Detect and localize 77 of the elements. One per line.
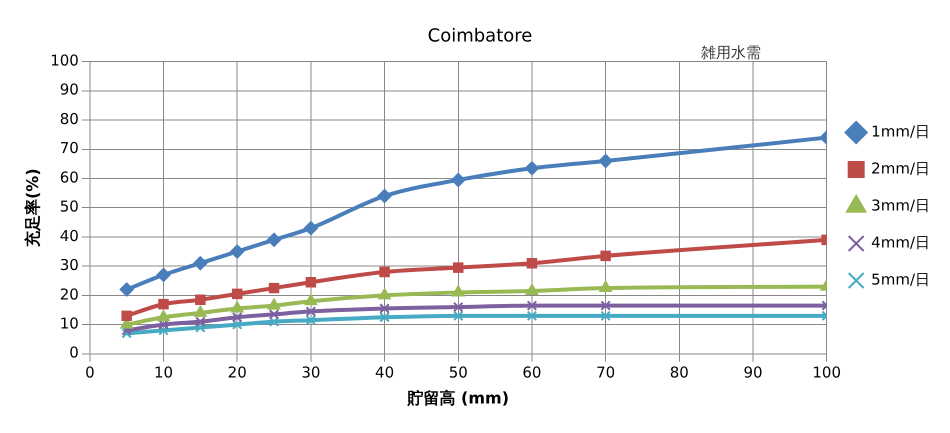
y-tick-label: 60	[60, 168, 79, 186]
point	[453, 302, 464, 312]
x-tick-label: 90	[743, 364, 763, 382]
y-tick-label: 20	[60, 285, 79, 304]
x-tick-label: 70	[596, 364, 616, 382]
point	[232, 288, 242, 300]
point	[306, 314, 316, 326]
x-axis-title: 貯留高 (mm)	[406, 388, 510, 408]
point	[379, 312, 390, 323]
point	[195, 316, 206, 327]
y-tick-label: 10	[60, 314, 79, 332]
point	[526, 284, 538, 295]
point	[156, 268, 171, 282]
point	[524, 161, 539, 176]
point	[193, 256, 208, 270]
point	[306, 306, 316, 317]
point	[379, 266, 390, 278]
point	[232, 319, 242, 330]
x-tick-label: 60	[522, 364, 542, 382]
point	[526, 300, 538, 311]
point	[600, 250, 611, 262]
x-tick-label: 0	[85, 364, 95, 382]
point	[268, 282, 280, 294]
point	[157, 310, 170, 322]
point	[120, 282, 134, 297]
y-tick-label: 0	[69, 344, 79, 362]
point	[379, 303, 390, 314]
y-axis-title: 充足率(%)	[22, 168, 42, 248]
chart-title: Coimbatore	[428, 25, 532, 46]
x-tick-label: 40	[375, 364, 394, 382]
legend-label: 1mm/日	[871, 122, 930, 140]
legend-label: 3mm/日	[871, 196, 930, 214]
legend-label: 4mm/日	[871, 233, 930, 252]
point	[526, 258, 538, 268]
y-tick-label: 70	[60, 139, 79, 158]
point	[378, 189, 392, 204]
legend-label: 5mm/日	[871, 270, 930, 288]
point	[195, 322, 206, 333]
point	[598, 154, 613, 168]
point	[599, 281, 612, 292]
point	[231, 302, 244, 313]
x-tick-label: 30	[301, 364, 320, 382]
point	[267, 232, 282, 247]
point	[268, 316, 280, 327]
point	[194, 306, 207, 317]
point	[232, 312, 242, 323]
point	[600, 300, 611, 311]
point	[306, 276, 316, 288]
x-tick-label: 20	[228, 364, 247, 382]
y-tick-label: 80	[60, 110, 79, 128]
text: 雑用水需	[700, 43, 761, 62]
point	[304, 221, 318, 236]
point	[268, 309, 280, 320]
point	[378, 288, 391, 300]
x-tick-label: 80	[670, 364, 689, 382]
point	[304, 294, 318, 306]
x-tick-label: 100	[812, 364, 841, 382]
point	[526, 310, 538, 322]
y-tick-label: 40	[60, 226, 79, 245]
point	[452, 285, 464, 296]
point	[600, 310, 611, 322]
point	[121, 310, 132, 322]
point	[453, 262, 464, 273]
point	[158, 325, 169, 336]
y-tick-label: 50	[60, 198, 79, 216]
y-tick-label: 90	[60, 80, 79, 99]
x-tick-label: 10	[154, 364, 174, 382]
point	[453, 310, 464, 322]
x-tick-label: 50	[448, 364, 468, 382]
y-tick-label: 100	[50, 51, 79, 70]
point	[230, 244, 244, 259]
point	[451, 172, 466, 187]
point	[268, 298, 280, 310]
legend-label: 2mm/日	[871, 159, 930, 178]
y-tick-label: 30	[60, 256, 79, 274]
point	[195, 294, 206, 305]
point	[158, 298, 169, 310]
